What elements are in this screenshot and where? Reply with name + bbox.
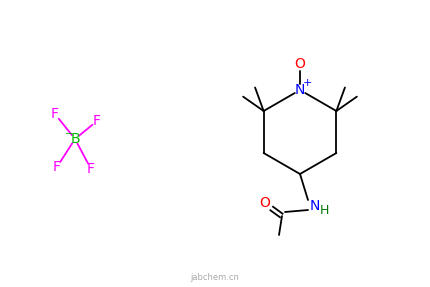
Text: F: F: [87, 162, 95, 176]
Text: F: F: [51, 107, 59, 121]
Text: F: F: [93, 114, 101, 128]
Text: H: H: [319, 203, 329, 216]
Text: N: N: [309, 199, 319, 213]
Text: N: N: [294, 83, 304, 97]
Text: O: O: [259, 196, 270, 210]
Text: jabchem.cn: jabchem.cn: [190, 272, 239, 282]
Text: B: B: [70, 132, 80, 146]
Text: O: O: [294, 57, 305, 71]
Text: F: F: [53, 160, 61, 174]
Text: −: −: [65, 129, 73, 139]
Text: +: +: [301, 78, 311, 88]
